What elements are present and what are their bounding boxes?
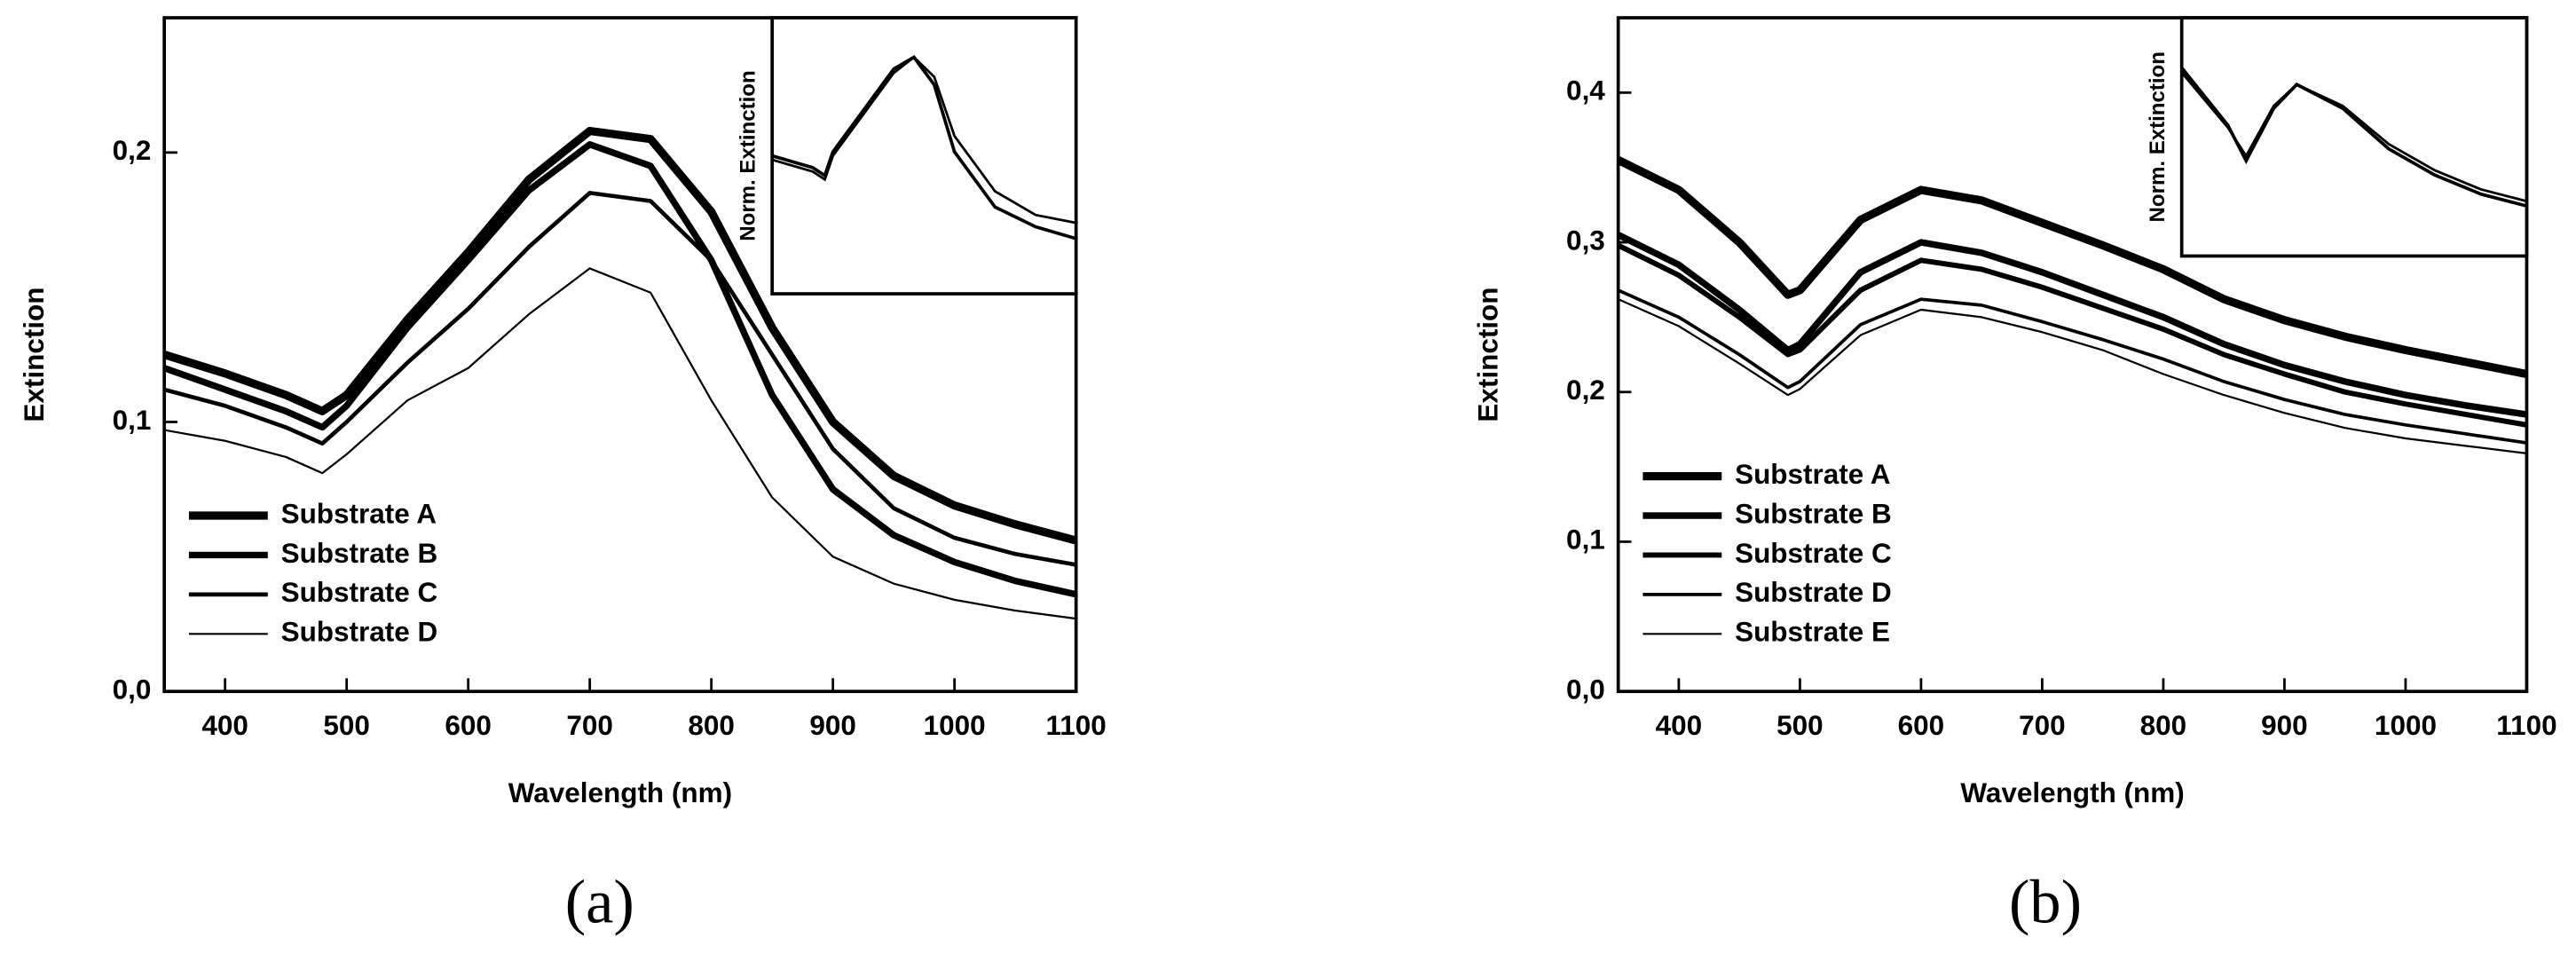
data-line — [163, 191, 1077, 567]
y-tick-label: 0,2 — [113, 135, 152, 166]
x-tick-label: 900 — [2261, 710, 2308, 741]
legend-label: Substrate E — [1735, 617, 1890, 648]
x-tick-label: 1100 — [1046, 710, 1107, 741]
y-tick-label: 0,4 — [1566, 75, 1605, 106]
data-line — [1616, 232, 2528, 418]
data-line — [163, 267, 1076, 620]
x-tick-label: 900 — [809, 710, 856, 741]
x-axis-label: Wavelength (nm) — [1960, 777, 2184, 808]
y-tick-label: 0,0 — [113, 674, 152, 705]
x-tick-label: 600 — [445, 710, 492, 741]
x-tick-label: 800 — [688, 710, 735, 741]
x-tick-label: 700 — [2019, 710, 2066, 741]
data-line — [1616, 156, 2528, 379]
caption: (b) — [2009, 868, 2082, 937]
x-axis-label: Wavelength (nm) — [508, 777, 732, 808]
y-tick-label: 0,2 — [1566, 375, 1605, 406]
data-line — [162, 141, 1077, 598]
legend-label: Substrate A — [281, 498, 437, 529]
caption: (a) — [565, 868, 634, 937]
y-tick-label: 0,1 — [1566, 524, 1605, 556]
legend-label: Substrate B — [1735, 498, 1892, 529]
inset-line — [771, 55, 1077, 240]
x-tick-label: 400 — [201, 710, 248, 741]
legend-label: Substrate B — [281, 538, 438, 569]
y-axis-label: Extinction — [1473, 288, 1504, 422]
legend-label: Substrate D — [281, 617, 438, 648]
inset-line — [771, 55, 1076, 225]
x-tick-label: 1000 — [924, 710, 986, 741]
x-tick-label: 500 — [323, 710, 370, 741]
x-tick-label: 700 — [566, 710, 613, 741]
x-tick-label: 400 — [1656, 710, 1703, 741]
y-tick-label: 0,0 — [1566, 674, 1605, 705]
data-line — [1617, 242, 2527, 428]
legend-label: Substrate A — [1735, 459, 1890, 490]
legend-label: Substrate C — [1735, 538, 1892, 569]
x-tick-label: 1000 — [2375, 710, 2437, 741]
x-tick-label: 600 — [1898, 710, 1945, 741]
y-tick-label: 0,1 — [113, 405, 152, 436]
legend-label: Substrate D — [1735, 577, 1892, 608]
inset-line — [2180, 71, 2527, 203]
data-line — [1618, 298, 2527, 454]
y-tick-label: 0,3 — [1566, 225, 1605, 256]
inset-y-label: Norm. Extinction — [737, 70, 760, 240]
x-tick-label: 800 — [2140, 710, 2187, 741]
legend-label: Substrate C — [281, 577, 438, 608]
data-line — [1617, 288, 2527, 445]
inset-y-label: Norm. Extinction — [2146, 51, 2170, 222]
x-tick-label: 1100 — [2496, 710, 2556, 741]
plot-frame — [1616, 16, 2529, 693]
x-tick-label: 500 — [1776, 710, 1824, 741]
plot-frame — [162, 16, 1078, 693]
data-line — [162, 126, 1077, 545]
inset-frame — [2179, 16, 2529, 258]
inset-frame — [770, 16, 1078, 296]
y-axis-label: Extinction — [19, 288, 50, 422]
